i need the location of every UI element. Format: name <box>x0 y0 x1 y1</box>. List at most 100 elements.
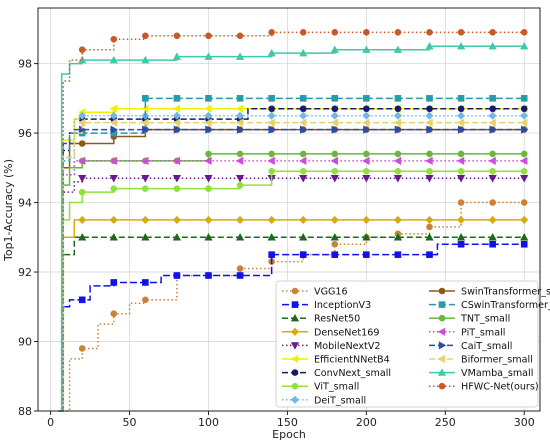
data-point-deit-small <box>236 111 245 120</box>
data-point-biformer-small <box>362 118 370 127</box>
data-point-biformer-small <box>330 118 338 127</box>
data-point-vit-small <box>173 185 181 192</box>
x-axis-label: Epoch <box>272 428 306 441</box>
x-tick-label: 100 <box>198 416 219 429</box>
y-tick-label: 94 <box>18 197 32 210</box>
x-tick-label: 300 <box>514 416 535 429</box>
data-point-deit-small <box>78 111 87 120</box>
data-point-cait-small <box>173 125 182 134</box>
data-point-mobilenextv2 <box>235 175 245 183</box>
legend: VGG16 InceptionV3 ResNet50 DenseNet169 Mobil… <box>275 280 550 408</box>
data-point-tnt-small <box>394 150 402 158</box>
data-point-resnet50 <box>520 233 529 241</box>
data-point-hfwc-net-ours <box>394 29 402 36</box>
data-point-hfwc-net-ours <box>205 32 212 40</box>
data-point-hfwc-net-ours <box>520 29 528 36</box>
data-point-vmamba-small <box>299 48 308 57</box>
data-point-inceptionv3 <box>363 251 370 258</box>
data-point-tnt-small <box>363 150 370 158</box>
data-point-tnt-small <box>236 150 244 158</box>
data-point-resnet50 <box>141 233 150 241</box>
data-point-vit-small <box>394 167 402 175</box>
y-tick-label: 90 <box>18 336 32 349</box>
legend-entry-inceptionv3: InceptionV3 <box>282 300 371 311</box>
data-point-vit-small <box>299 167 307 175</box>
data-point-vgg16 <box>236 265 244 272</box>
data-point-tnt-small <box>205 150 212 158</box>
data-point-convnext-small <box>331 105 339 113</box>
data-point-biformer-small <box>298 118 307 127</box>
legend-label: SwinTransformer_small <box>461 287 550 298</box>
data-point-cait-small <box>205 125 213 134</box>
data-point-inceptionv3 <box>173 272 181 279</box>
data-point-mobilenextv2 <box>488 175 497 183</box>
data-point-inceptionv3 <box>236 272 244 279</box>
data-point-cswintransformer-small <box>236 95 244 102</box>
data-point-inceptionv3 <box>394 251 402 258</box>
data-point-hfwc-net-ours <box>78 46 86 53</box>
data-point-cswintransformer-small <box>489 95 496 102</box>
data-point-deit-small <box>362 111 371 120</box>
series-densenet169 <box>58 215 529 412</box>
data-point-mobilenextv2 <box>141 175 150 183</box>
legend-swatch-marker <box>290 354 299 364</box>
data-point-convnext-small <box>520 105 528 113</box>
data-point-vgg16 <box>426 223 433 231</box>
data-point-biformer-small <box>109 118 117 127</box>
y-tick-label: 92 <box>18 266 32 279</box>
data-point-biformer-small <box>141 118 149 127</box>
data-point-vit-small <box>363 167 370 175</box>
data-point-hfwc-net-ours <box>331 29 339 36</box>
data-point-inceptionv3 <box>205 272 212 279</box>
data-point-pit-small <box>362 156 370 165</box>
data-point-resnet50 <box>267 233 276 241</box>
legend-label: PiT_small <box>461 327 505 338</box>
legend-label: InceptionV3 <box>314 300 371 311</box>
data-point-pit-small <box>519 156 528 165</box>
data-point-densenet169 <box>267 215 276 224</box>
data-point-vmamba-small <box>456 41 466 50</box>
data-point-vit-small <box>268 167 275 175</box>
data-point-deit-small <box>457 111 466 120</box>
data-point-deit-small <box>488 111 497 120</box>
data-point-deit-small <box>109 111 118 120</box>
data-point-biformer-small <box>393 118 402 127</box>
data-point-pit-small <box>109 156 117 165</box>
data-point-tnt-small <box>457 150 465 158</box>
data-point-vgg16 <box>78 345 86 352</box>
data-point-pit-small <box>298 156 307 165</box>
data-point-cait-small <box>457 125 466 134</box>
data-point-pit-small <box>425 156 433 165</box>
data-point-vit-small <box>520 167 528 175</box>
data-point-vit-small <box>205 185 212 192</box>
legend-swatch-marker <box>290 395 300 404</box>
data-point-vmamba-small <box>204 52 213 60</box>
y-tick-label: 88 <box>18 405 32 418</box>
data-point-efficientnnetb4 <box>204 104 212 113</box>
legend-label: HFWC-Net(ours) <box>461 382 539 393</box>
data-point-vmamba-small <box>362 45 371 53</box>
series-cait-small <box>58 125 529 412</box>
data-point-biformer-small <box>488 118 496 127</box>
data-point-vit-small <box>236 181 244 189</box>
legend-swatch-marker <box>438 287 446 295</box>
series-line-vit-small <box>58 170 525 412</box>
data-point-convnext-small <box>457 105 465 113</box>
data-point-densenet169 <box>172 215 181 224</box>
data-point-cait-small <box>268 125 276 134</box>
legend-box <box>275 280 539 408</box>
series-resnet50 <box>58 233 529 412</box>
data-point-vgg16 <box>520 199 528 206</box>
data-point-mobilenextv2 <box>393 175 403 183</box>
data-point-vit-small <box>489 167 496 175</box>
data-point-pit-small <box>330 156 338 165</box>
data-point-cswintransformer-small <box>363 95 370 102</box>
data-point-convnext-small <box>299 105 307 113</box>
data-point-pit-small <box>488 156 496 165</box>
data-point-inceptionv3 <box>331 251 339 258</box>
legend-entry-cswintransformer-small: CSwinTransformer_small <box>429 300 550 311</box>
series-cswintransformer-small <box>58 95 528 412</box>
legend-label: MobileNextV2 <box>314 341 381 352</box>
data-point-tnt-small <box>426 150 433 158</box>
data-point-hfwc-net-ours <box>489 29 496 36</box>
